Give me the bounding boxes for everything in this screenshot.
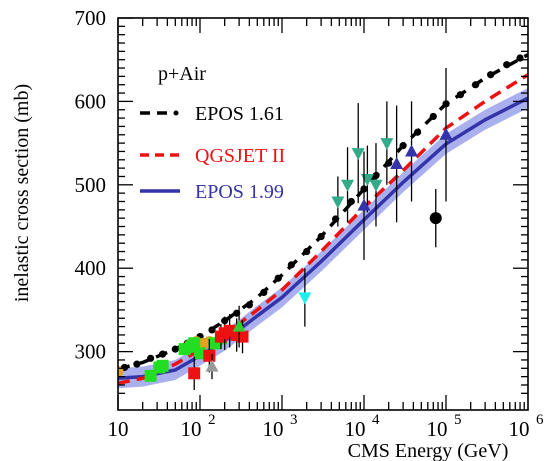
epos161-marker bbox=[159, 350, 167, 358]
data-point bbox=[331, 196, 345, 209]
series-line-qgsjet bbox=[118, 73, 528, 386]
data-point bbox=[429, 212, 442, 225]
epos161-marker bbox=[487, 71, 495, 79]
series-line-epos161 bbox=[118, 53, 528, 371]
legend-label: QGSJET II bbox=[195, 145, 285, 167]
epos161-marker bbox=[245, 301, 253, 309]
data-point bbox=[439, 127, 453, 140]
epos161-marker bbox=[317, 232, 325, 241]
y-tick-label: 400 bbox=[75, 256, 107, 280]
epos161-marker bbox=[147, 354, 155, 362]
axes: 300 400 500 600 700 10 10 2 10 3 10 4 10 5 10 6 bbox=[75, 6, 545, 441]
data-point bbox=[188, 367, 201, 380]
data-point bbox=[369, 179, 383, 192]
data-point bbox=[390, 156, 404, 169]
x-tick-label: 10 bbox=[263, 417, 284, 441]
legend-label: EPOS 1.61 bbox=[195, 103, 284, 125]
data-point bbox=[298, 292, 312, 305]
data-point bbox=[203, 349, 216, 362]
data-point bbox=[156, 359, 169, 372]
x-tick-exponent: 5 bbox=[454, 412, 462, 428]
epos161-marker bbox=[516, 54, 524, 62]
epos161-marker bbox=[303, 247, 311, 256]
x-tick-exponent: 6 bbox=[536, 412, 544, 428]
data-point bbox=[236, 330, 249, 343]
epos161-marker bbox=[429, 112, 437, 121]
data-point bbox=[194, 347, 206, 360]
data-point bbox=[205, 359, 219, 372]
epos161-marker bbox=[399, 142, 407, 150]
series-group bbox=[118, 53, 528, 390]
plot-frame bbox=[117, 17, 529, 411]
y-tick-label: 500 bbox=[75, 173, 107, 197]
epos161-marker bbox=[347, 197, 355, 206]
data-point bbox=[341, 179, 355, 192]
x-tick-exponent: 2 bbox=[208, 412, 216, 428]
y-tick-label: 700 bbox=[75, 6, 107, 30]
x-tick-exponent: 4 bbox=[372, 412, 380, 428]
legend: EPOS 1.61 QGSJET II EPOS 1.99 bbox=[140, 103, 285, 203]
x-tick-label: 10 bbox=[427, 417, 448, 441]
data-point bbox=[380, 138, 394, 151]
data-point bbox=[188, 337, 201, 350]
y-tick-label: 600 bbox=[75, 89, 107, 113]
epos161-marker bbox=[208, 326, 216, 334]
epos161-marker bbox=[503, 61, 511, 69]
epos161-marker bbox=[385, 159, 393, 167]
epos161-marker bbox=[413, 128, 422, 136]
data-point bbox=[351, 148, 365, 161]
epos161-marker bbox=[260, 288, 268, 296]
epos161-marker bbox=[133, 360, 141, 368]
x-axis-label: CMS Energy (GeV) bbox=[348, 440, 509, 461]
epos161-marker bbox=[287, 261, 295, 269]
x-tick-label: 10 bbox=[509, 417, 530, 441]
epos161-marker bbox=[274, 274, 282, 282]
epos161-marker bbox=[233, 309, 241, 317]
y-tick-label: 300 bbox=[75, 340, 107, 364]
x-tick-label: 10 bbox=[181, 417, 202, 441]
epos161-marker bbox=[472, 81, 480, 89]
x-tick-exponent: 3 bbox=[290, 412, 298, 428]
x-tick-label: 10 bbox=[108, 417, 129, 441]
y-axis-label: inelastic cross section (mb) bbox=[11, 84, 33, 302]
data-point bbox=[232, 319, 246, 332]
data-point bbox=[357, 198, 371, 211]
data-point bbox=[405, 144, 419, 157]
plot-area bbox=[118, 53, 528, 390]
legend-marker bbox=[173, 110, 179, 116]
plot-annotation: p+Air bbox=[158, 63, 206, 85]
epos161-marker bbox=[171, 345, 179, 353]
epos161-marker bbox=[456, 91, 465, 99]
x-tick-label: 10 bbox=[345, 417, 366, 441]
legend-label: EPOS 1.99 bbox=[195, 181, 284, 203]
